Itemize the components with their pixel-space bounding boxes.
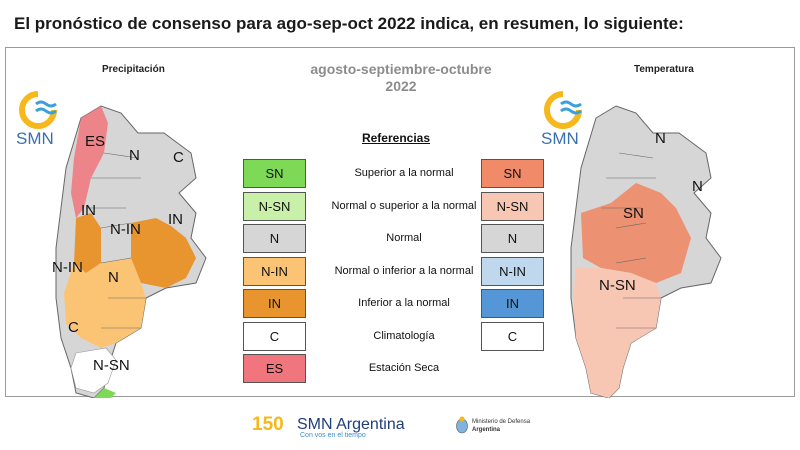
smn-logo-right: SMN (539, 90, 587, 153)
temp-label-n-sn: N-SN (599, 277, 636, 294)
legend-box-precip: N-SN (243, 192, 306, 221)
precip-label-in-east: IN (168, 211, 183, 228)
ministry-line2: Argentina (472, 427, 501, 433)
legend-box-temp: N-IN (481, 257, 544, 286)
legend-label: Normal (386, 232, 422, 244)
precipitation-map (55, 105, 207, 398)
legend-label: Superior a la normal (354, 167, 454, 179)
temperature-map (570, 105, 722, 398)
legend-box-precip: ES (243, 354, 306, 383)
precip-label-c-north: C (173, 149, 184, 166)
precip-label-n-in-south: N-IN (52, 259, 83, 276)
page-headline: El pronóstico de consenso para ago-sep-o… (14, 14, 684, 33)
legend-box-precip: N (243, 224, 306, 253)
ministry-label: Ministerio de Defensa Argentina (472, 418, 530, 434)
legend-label: Normal o superior a la normal (331, 200, 477, 212)
brand-name: SMN Argentina (297, 416, 405, 433)
legend-box-temp: N (481, 224, 544, 253)
ministry-line1: Ministerio de Defensa (472, 419, 531, 425)
smn-logo-icon: SMN (541, 91, 582, 148)
period-months: agosto-septiembre-octubre (310, 61, 492, 77)
temp-label-sn: SN (623, 205, 644, 222)
precipitation-map-title: Precipitación (102, 64, 165, 75)
period-title: agosto-septiembre-octubre 2022 (271, 61, 531, 95)
temp-label-n-north: N (655, 130, 666, 147)
legend-box-temp: N-SN (481, 192, 544, 221)
legend-box-precip: SN (243, 159, 306, 188)
legend-box-precip: IN (243, 289, 306, 318)
references-title: Referencias (361, 131, 431, 145)
coat-of-arms-icon (456, 416, 468, 434)
precip-label-in-west: IN (81, 202, 96, 219)
legend-box-temp: SN (481, 159, 544, 188)
precip-label-n-sn: N-SN (93, 357, 130, 374)
forecast-panel: Precipitación Temperatura agosto-septiem… (5, 47, 795, 398)
legend-box-temp: C (481, 322, 544, 351)
precip-label-c-south: C (68, 319, 79, 336)
anniversary-icon: 150 (252, 414, 284, 435)
badge-text: 150 (252, 414, 284, 435)
temp-label-n-east: N (692, 178, 703, 195)
legend-label: Estación Seca (368, 362, 440, 374)
legend-box-precip: N-IN (243, 257, 306, 286)
legend-label: Inferior a la normal (358, 297, 450, 309)
legend-label: Normal o inferior a la normal (334, 265, 474, 277)
legend-box-precip: C (243, 322, 306, 351)
legend-box-temp: IN (481, 289, 544, 318)
legend-label: Climatología (373, 330, 435, 342)
smn-150-badge: 150 (252, 411, 296, 440)
brand-slogan: Con vos en el tiempo (300, 432, 366, 439)
smn-logo-text: SMN (16, 129, 54, 148)
precip-label-n-south: N (108, 269, 119, 286)
precip-label-es: ES (85, 133, 106, 150)
period-year: 2022 (385, 78, 417, 94)
smn-logo-text: SMN (541, 129, 579, 148)
temperature-map-title: Temperatura (634, 64, 694, 75)
precip-label-n-in-center: N-IN (110, 221, 141, 238)
smn-logo-icon: SMN (16, 91, 57, 148)
precip-label-n-north: N (129, 147, 140, 164)
smn-logo-left: SMN (14, 90, 62, 153)
